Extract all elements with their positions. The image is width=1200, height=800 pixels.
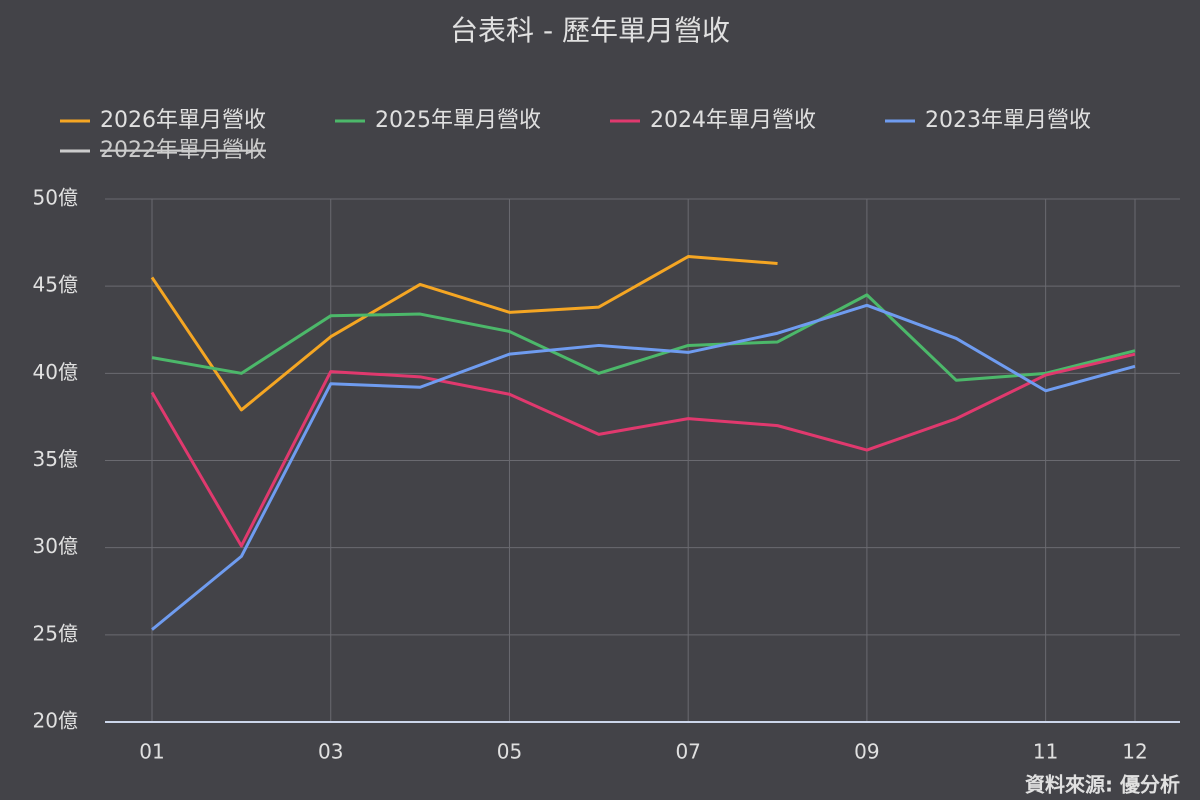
series-line <box>151 303 1136 631</box>
series-line <box>151 293 1136 382</box>
y-tick-label: 35億 <box>33 447 78 471</box>
x-tick-label: 12 <box>1122 740 1147 764</box>
y-tick-label: 40億 <box>33 360 78 384</box>
x-tick-label: 07 <box>675 740 700 764</box>
x-tick-label: 11 <box>1033 740 1058 764</box>
legend-label: 2023年單月營收 <box>925 108 1091 133</box>
legend-item: 2026年單月營收 <box>60 108 266 133</box>
x-tick-label: 05 <box>497 740 522 764</box>
y-tick-label: 30億 <box>33 534 78 558</box>
x-tick-label: 03 <box>318 740 343 764</box>
y-tick-label: 25億 <box>33 621 78 645</box>
legend-label: 2022年單月營收 <box>100 138 266 163</box>
legend-item: 2024年單月營收 <box>610 108 816 133</box>
legend-label: 2025年單月營收 <box>375 108 541 133</box>
series-line <box>150 352 1136 548</box>
source: 資料來源: 優分析 <box>1025 773 1180 797</box>
x-tick-label: 09 <box>854 740 879 764</box>
legend-item: 2023年單月營收 <box>885 108 1091 133</box>
y-tick-label: 20億 <box>33 709 78 733</box>
x-tick-label: 01 <box>139 740 164 764</box>
series-line <box>150 255 778 412</box>
legend-item: 2025年單月營收 <box>335 108 541 133</box>
chart-title: 台表科 - 歷年單月營收 <box>450 14 730 47</box>
y-tick-label: 45億 <box>33 273 78 297</box>
legend-item: 2022年單月營收 <box>60 138 266 163</box>
y-tick-label: 50億 <box>33 186 78 210</box>
legend-label: 2026年單月營收 <box>100 108 266 133</box>
legend-label: 2024年單月營收 <box>650 108 816 133</box>
